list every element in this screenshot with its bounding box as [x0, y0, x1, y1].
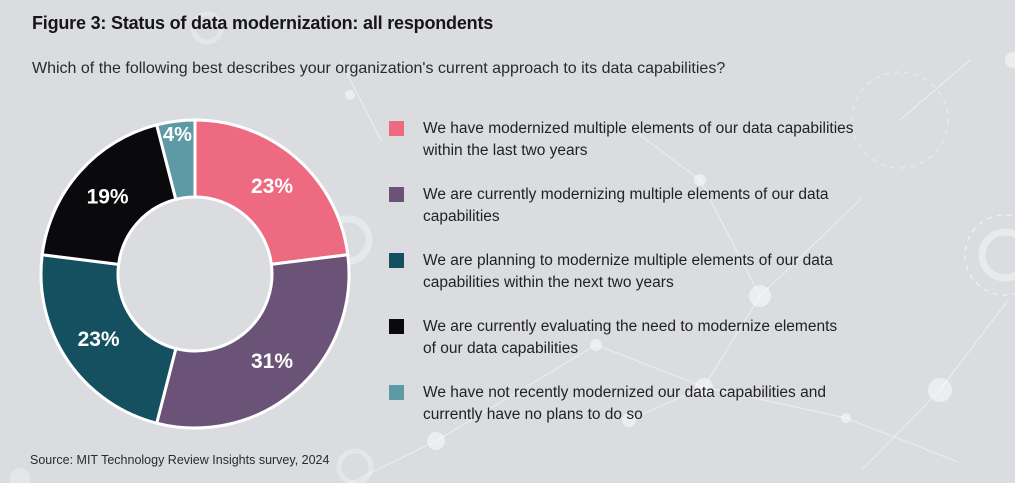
legend-swatch-pink	[389, 121, 404, 136]
source-note: Source: MIT Technology Review Insights s…	[30, 453, 330, 467]
legend-item-modernized: We have modernized multiple elements of …	[389, 118, 949, 161]
legend-label: We are currently evaluating the need to …	[423, 318, 838, 357]
slice-label-1: 31%	[251, 350, 293, 373]
legend-swatch-black	[389, 319, 404, 334]
legend-item-currently-modernizing: We are currently modernizing multiple el…	[389, 184, 949, 227]
legend-label: We have not recently modernized our data…	[423, 384, 826, 423]
donut-slice-1	[154, 253, 351, 430]
legend-swatch-light-teal	[389, 385, 404, 400]
legend-label: We are currently modernizing multiple el…	[423, 186, 829, 225]
slice-label-3: 19%	[87, 186, 129, 209]
legend-label: We have modernized multiple elements of …	[423, 120, 854, 159]
legend-swatch-teal	[389, 253, 404, 268]
donut-slice-3	[40, 123, 178, 267]
donut-slice-0	[193, 118, 350, 267]
donut-chart: 23% 31% 23% 19% 4%	[33, 112, 357, 436]
slice-label-2: 23%	[78, 328, 120, 351]
legend-item-evaluating: We are currently evaluating the need to …	[389, 316, 949, 359]
chart-legend: We have modernized multiple elements of …	[389, 118, 949, 448]
legend-label: We are planning to modernize multiple el…	[423, 252, 833, 291]
donut-slice-2	[39, 253, 178, 425]
legend-item-not-modernized: We have not recently modernized our data…	[389, 382, 949, 425]
figure-title: Figure 3: Status of data modernization: …	[32, 13, 494, 33]
donut-slice-4	[154, 118, 197, 202]
legend-item-planning: We are planning to modernize multiple el…	[389, 250, 949, 293]
legend-swatch-purple	[389, 187, 404, 202]
survey-question: Which of the following best describes yo…	[32, 60, 726, 77]
slice-label-4: 4%	[163, 124, 192, 146]
slice-label-0: 23%	[251, 175, 293, 198]
